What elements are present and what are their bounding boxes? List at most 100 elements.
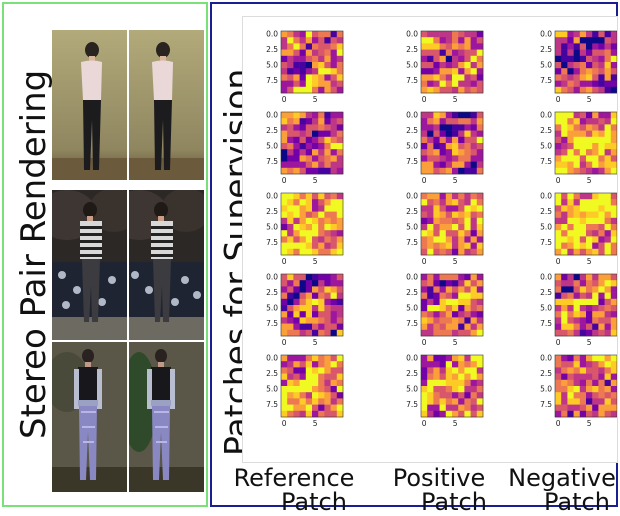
heatmap-cell bbox=[318, 217, 325, 225]
patch-frame bbox=[420, 354, 484, 418]
heatmap-cell bbox=[330, 280, 338, 287]
heatmap-cell bbox=[293, 136, 300, 144]
heatmap-cell bbox=[470, 167, 478, 175]
y-tick-label: 7.5 bbox=[540, 400, 552, 409]
heatmap-cell bbox=[330, 274, 338, 281]
heatmap-cell bbox=[586, 379, 593, 387]
heatmap-cell bbox=[610, 49, 618, 57]
heatmap-cell bbox=[318, 386, 325, 393]
heatmap-cell bbox=[592, 112, 599, 119]
heatmap-cell bbox=[299, 130, 307, 138]
heatmap-cell bbox=[281, 361, 288, 368]
heatmap-cell bbox=[555, 224, 562, 231]
heatmap-cell bbox=[330, 55, 338, 63]
heatmap-cell bbox=[281, 242, 288, 250]
stereo-left-view-2 bbox=[52, 190, 127, 340]
heatmap-cell bbox=[567, 311, 574, 318]
heatmap-cell bbox=[573, 49, 581, 57]
heatmap-cell bbox=[299, 86, 307, 94]
heatmap-cell bbox=[421, 205, 428, 212]
heatmap-cell bbox=[604, 373, 612, 381]
y-tick-label: 0.0 bbox=[406, 273, 418, 282]
heatmap-cell bbox=[281, 305, 288, 312]
heatmap-cell bbox=[293, 62, 300, 69]
heatmap-cell bbox=[458, 112, 465, 119]
heatmap-cell bbox=[476, 74, 484, 81]
heatmap-cell bbox=[604, 311, 612, 318]
heatmap-cell bbox=[476, 37, 484, 44]
heatmap-cell bbox=[421, 62, 428, 69]
heatmap-cell bbox=[476, 361, 484, 368]
heatmap-cell bbox=[604, 386, 612, 393]
heatmap-cell bbox=[433, 149, 440, 156]
heatmap-cell bbox=[293, 323, 300, 331]
heatmap-cell bbox=[573, 242, 581, 250]
heatmap-cell bbox=[579, 286, 587, 293]
heatmap-cell bbox=[555, 86, 562, 94]
heatmap-cell bbox=[555, 286, 562, 293]
heatmap-patch: 0.02.55.07.50 5 bbox=[266, 354, 344, 428]
heatmap-cell bbox=[293, 280, 300, 287]
x-tick-label: 5 bbox=[587, 95, 592, 104]
heatmap-cell bbox=[336, 74, 344, 81]
heatmap-cell bbox=[476, 167, 484, 175]
heatmap-cell bbox=[324, 118, 331, 125]
heatmap-cell bbox=[421, 311, 428, 318]
heatmap-cell bbox=[579, 323, 587, 331]
heatmap-cell bbox=[287, 280, 294, 287]
heatmap-cell bbox=[445, 74, 453, 81]
heatmap-cell bbox=[305, 305, 313, 312]
heatmap-cell bbox=[287, 80, 294, 88]
heatmap-cell bbox=[470, 193, 478, 200]
heatmap-cell bbox=[433, 205, 440, 212]
heatmap-cell bbox=[586, 205, 593, 212]
heatmap-cell bbox=[421, 398, 428, 405]
heatmap-cell bbox=[579, 31, 587, 38]
heatmap-cell bbox=[318, 329, 325, 337]
y-tick-label: 2.5 bbox=[406, 288, 418, 297]
heatmap-cell bbox=[330, 329, 338, 337]
heatmap-cell bbox=[464, 118, 471, 125]
heatmap-cell bbox=[476, 161, 484, 169]
heatmap-cell bbox=[458, 410, 465, 418]
heatmap-cell bbox=[427, 242, 434, 250]
heatmap-cell bbox=[330, 224, 338, 231]
heatmap-cell bbox=[579, 43, 587, 50]
heatmap-cell bbox=[458, 118, 465, 125]
heatmap-cell bbox=[299, 205, 307, 212]
heatmap-cell bbox=[427, 379, 434, 387]
heatmap-cell bbox=[445, 323, 453, 331]
heatmap-cell bbox=[293, 211, 300, 219]
heatmap-cell bbox=[610, 80, 618, 88]
heatmap-cell bbox=[421, 361, 428, 368]
heatmap-cell bbox=[567, 31, 574, 38]
heatmap-cell bbox=[470, 292, 478, 300]
heatmap-cell bbox=[421, 86, 428, 94]
heatmap-cell bbox=[287, 199, 294, 206]
heatmap-cell bbox=[330, 161, 338, 169]
heatmap-cell bbox=[610, 386, 618, 393]
heatmap-cell bbox=[555, 379, 562, 387]
heatmap-cell bbox=[579, 55, 587, 63]
heatmap-cell bbox=[476, 211, 484, 219]
heatmap-cell bbox=[330, 199, 338, 206]
heatmap-cell bbox=[586, 37, 593, 44]
heatmap-cell bbox=[421, 317, 428, 324]
heatmap-cell bbox=[318, 205, 325, 212]
heatmap-cell bbox=[598, 286, 605, 293]
y-tick-label: 2.5 bbox=[406, 45, 418, 54]
heatmap-cell bbox=[579, 224, 587, 231]
negative-label-line1: Negative bbox=[508, 464, 616, 492]
heatmap-cell bbox=[476, 86, 484, 94]
heatmap-cell bbox=[427, 236, 434, 243]
heatmap-cell bbox=[567, 367, 574, 374]
heatmap-cell bbox=[305, 124, 313, 131]
heatmap-cell bbox=[427, 361, 434, 368]
heatmap-cell bbox=[324, 386, 331, 393]
heatmap-cell bbox=[458, 49, 465, 57]
heatmap-cell bbox=[287, 55, 294, 63]
heatmap-cell bbox=[561, 37, 568, 44]
heatmap-cell bbox=[579, 386, 587, 393]
heatmap-cell bbox=[293, 286, 300, 293]
y-tick-label: 0.0 bbox=[540, 354, 552, 363]
